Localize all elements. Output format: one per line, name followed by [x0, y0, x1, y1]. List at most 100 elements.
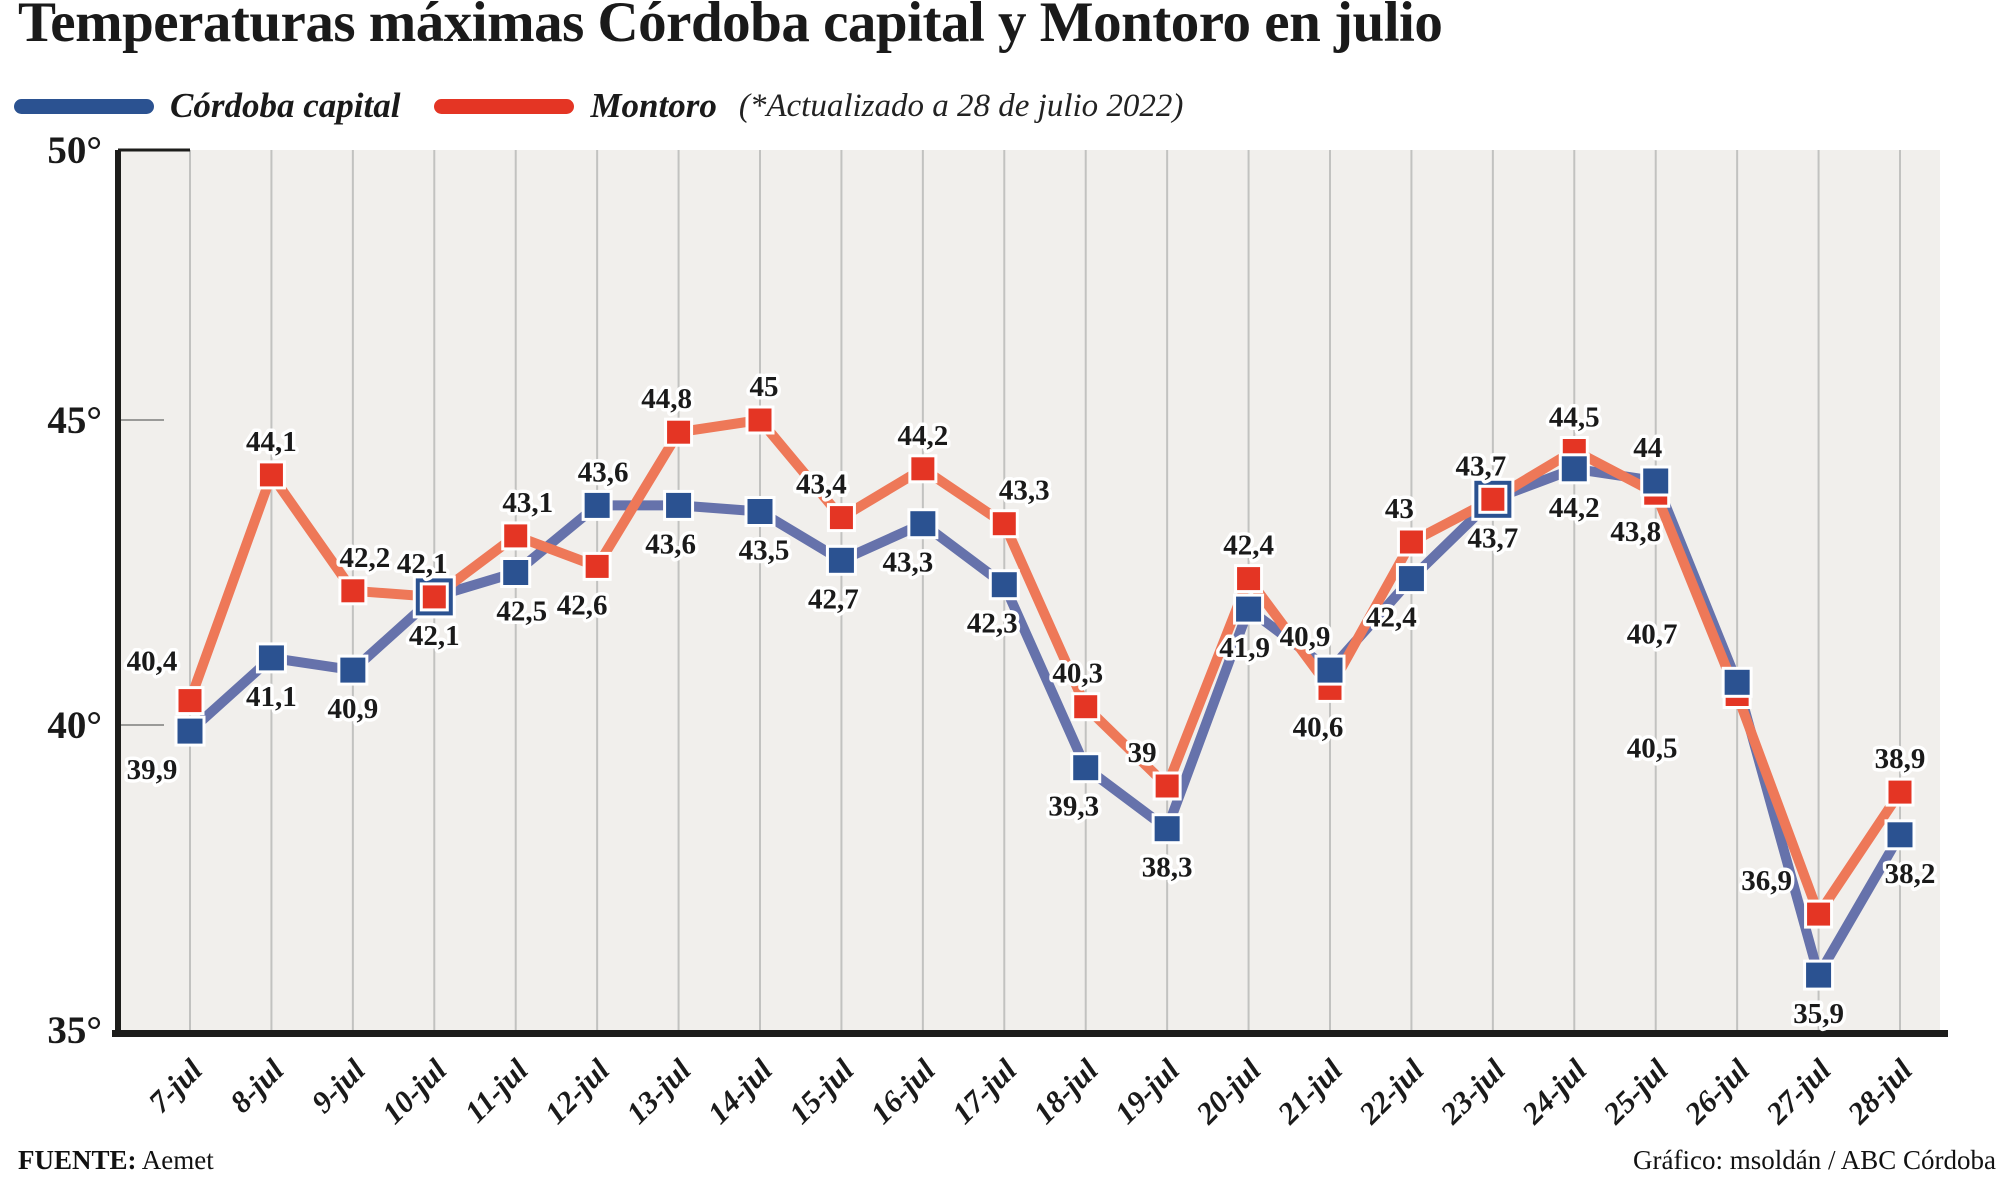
data-point-label: 40,6 [1293, 711, 1344, 743]
data-point-marker [1884, 819, 1916, 851]
data-point-marker [1233, 593, 1265, 625]
data-point-marker [664, 417, 694, 447]
data-point-marker [1070, 752, 1102, 784]
x-axis-label: 9-jul [304, 1052, 372, 1120]
data-point-label: 43,7 [1455, 450, 1506, 482]
y-axis-label: 45° [47, 399, 102, 442]
data-point-label: 43,6 [645, 528, 696, 560]
data-point-label: 44,5 [1549, 402, 1600, 434]
x-axis-label: 19-jul [1108, 1052, 1187, 1131]
data-point-label: 38,2 [1885, 858, 1936, 890]
data-point-marker [663, 489, 695, 521]
data-point-label: 43,4 [796, 469, 847, 501]
data-point-marker [1721, 666, 1753, 698]
data-point-label: 36,9 [1741, 865, 1792, 897]
y-axis-label: 40° [47, 704, 102, 747]
data-point-marker [1071, 692, 1101, 722]
x-axis-label: 17-jul [945, 1052, 1024, 1131]
data-point-label: 35,9 [1793, 998, 1844, 1030]
x-axis-label: 27-jul [1758, 1052, 1837, 1131]
data-point-label: 41,9 [1219, 632, 1270, 664]
data-point-label: 42,7 [808, 583, 859, 615]
data-point-marker [1558, 453, 1590, 485]
data-point-label: 39,9 [127, 754, 178, 786]
x-axis-label: 7-jul [142, 1052, 210, 1120]
legend-label-montoro: Montoro [590, 86, 717, 125]
data-point-label: 43,3 [882, 547, 933, 579]
data-point-marker [581, 489, 613, 521]
x-axis-label: 18-jul [1026, 1052, 1105, 1131]
data-point-marker [1396, 527, 1426, 557]
data-point-label: 40,9 [1280, 621, 1331, 653]
legend-label-cordoba: Córdoba capital [170, 86, 401, 125]
x-axis-label: 21-jul [1270, 1052, 1349, 1131]
data-point-label: 42,4 [1223, 530, 1274, 562]
data-point-marker [255, 642, 287, 674]
x-axis-label: 14-jul [701, 1052, 780, 1131]
data-point-marker [500, 557, 532, 588]
data-point-label: 43,6 [578, 456, 629, 488]
data-point-marker [419, 582, 449, 612]
data-point-marker [1234, 564, 1264, 594]
data-point-label: 40,5 [1627, 733, 1678, 765]
y-axis-label: 35° [47, 1009, 102, 1052]
x-axis-label: 26-jul [1677, 1052, 1756, 1131]
data-point-label: 42,5 [496, 596, 547, 628]
data-point-marker [338, 576, 368, 606]
data-point-marker [1640, 465, 1672, 497]
data-point-marker [501, 521, 531, 551]
x-axis-label: 24-jul [1514, 1052, 1593, 1131]
data-point-marker [1803, 959, 1835, 991]
graphic-credit: Gráfico: msoldán / ABC Córdoba [1633, 1145, 1996, 1175]
data-point-marker [337, 654, 369, 686]
data-point-marker [908, 454, 938, 484]
data-point-label: 44,2 [1549, 492, 1600, 524]
x-axis-label: 23-jul [1433, 1052, 1512, 1131]
data-point-label: 42,4 [1366, 602, 1417, 634]
y-axis-line [115, 150, 121, 1034]
data-point-marker [174, 715, 206, 747]
source-label: FUENTE: [18, 1145, 137, 1175]
data-point-label: 39,3 [1048, 791, 1099, 823]
legend-swatch-montoro [434, 98, 575, 114]
data-point-marker [1478, 484, 1508, 514]
data-point-label: 42,1 [409, 620, 460, 652]
data-point-label: 43,1 [502, 487, 553, 519]
series-line [185, 415, 1905, 920]
data-point-label: 42,2 [339, 542, 390, 574]
data-point-marker [825, 544, 857, 576]
data-point-label: 39 [1128, 737, 1157, 769]
data-point-marker [907, 508, 939, 540]
data-point-label: 40,7 [1627, 618, 1678, 650]
source-value: Aemet [141, 1145, 214, 1175]
x-axis-label: 28-jul [1840, 1052, 1919, 1131]
data-point-marker [988, 569, 1020, 601]
source-credit: FUENTE: Aemet [18, 1145, 214, 1176]
data-point-label: 43,7 [1467, 522, 1518, 554]
x-axis-label: 8-jul [223, 1052, 291, 1120]
data-point-label: 38,3 [1142, 852, 1193, 884]
x-axis-label: 13-jul [619, 1052, 698, 1131]
data-point-label: 40,9 [327, 693, 378, 725]
y-axis-label: 50° [47, 129, 102, 172]
data-point-marker [582, 551, 612, 581]
data-point-marker [1314, 654, 1346, 686]
data-point-label: 44,2 [897, 420, 948, 452]
x-axis-label: 25-jul [1596, 1052, 1675, 1131]
x-axis-label: 20-jul [1188, 1052, 1267, 1131]
page-title: Temperaturas máximas Córdoba capital y M… [18, 0, 1443, 54]
data-point-marker [1885, 777, 1915, 807]
data-point-label: 42,3 [967, 608, 1018, 640]
data-point-label: 42,6 [557, 589, 608, 621]
chart-legend: Córdoba capital Montoro (*Actualizado a … [14, 86, 1183, 126]
x-axis-label: 16-jul [863, 1052, 942, 1131]
x-axis-line [112, 1030, 1948, 1037]
data-point-marker [1152, 771, 1182, 801]
data-point-label: 44,1 [246, 426, 297, 458]
data-point-label: 38,9 [1875, 743, 1926, 775]
data-point-label: 41,1 [246, 681, 297, 713]
data-point-label: 40,4 [127, 646, 178, 678]
data-point-label: 43,5 [739, 535, 790, 567]
legend-swatch-cordoba [14, 98, 154, 114]
